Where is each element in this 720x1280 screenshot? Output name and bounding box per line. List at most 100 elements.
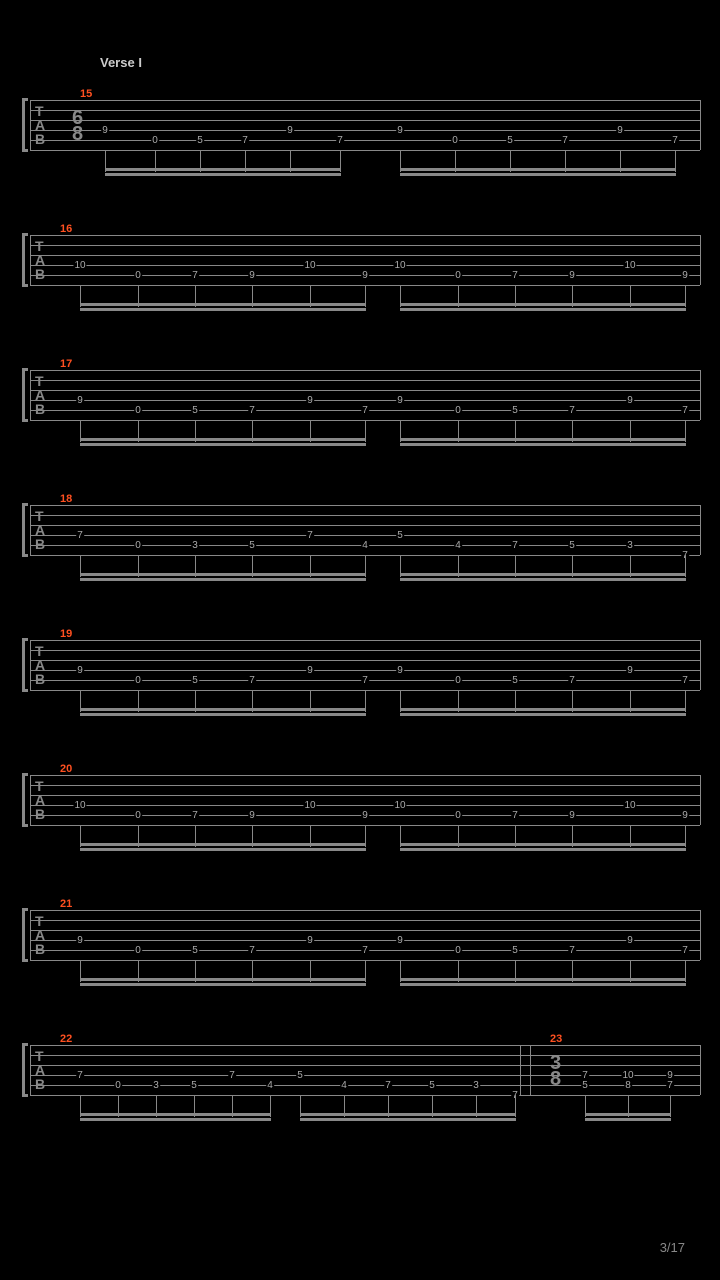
tab-clef-label: TAB [35,1049,44,1091]
fret-number: 0 [454,675,462,686]
beam [80,573,366,576]
beam [80,303,366,306]
fret-number: 10 [393,260,406,271]
fret-number: 9 [396,395,404,406]
fret-number: 7 [361,675,369,686]
beam [300,1113,516,1116]
tab-row: TAB161007910910079109 [30,235,700,295]
fret-number: 7 [248,675,256,686]
beam [400,168,676,171]
beam [400,578,686,581]
bar-line [30,235,31,285]
fret-number: 5 [248,540,256,551]
beam [400,843,686,846]
fret-number: 7 [191,810,199,821]
string-line [30,930,700,931]
fret-number: 10 [73,800,86,811]
beam [400,983,686,986]
beam [80,443,366,446]
measure-number: 16 [60,223,72,235]
bar-line [30,1045,31,1095]
fret-number: 7 [306,530,314,541]
string-line [30,805,700,806]
beam [400,438,686,441]
fret-number: 7 [561,135,569,146]
fret-number: 7 [568,945,576,956]
tab-clef-label: TAB [35,509,44,551]
fret-number: 7 [248,405,256,416]
tab-clef-label: TAB [35,779,44,821]
measure-number: 23 [550,1033,562,1045]
fret-number: 7 [336,135,344,146]
fret-number: 7 [666,1080,674,1091]
time-signature: 38 [550,1055,561,1087]
fret-number: 0 [151,135,159,146]
fret-number: 7 [511,540,519,551]
fret-number: 9 [286,125,294,136]
fret-number: 10 [623,260,636,271]
beam [400,173,676,176]
fret-number: 9 [306,935,314,946]
fret-number: 9 [626,665,634,676]
beam [105,173,341,176]
string-line [30,380,700,381]
fret-number: 7 [568,675,576,686]
fret-number: 7 [681,945,689,956]
beam [80,1113,271,1116]
tab-clef-label: TAB [35,239,44,281]
fret-number: 9 [306,665,314,676]
fret-number: 0 [451,135,459,146]
fret-number: 7 [384,1080,392,1091]
fret-number: 3 [626,540,634,551]
string-line [30,390,700,391]
fret-number: 0 [454,810,462,821]
bar-line [530,1045,531,1095]
beam [400,978,686,981]
beam [80,578,366,581]
tab-row: TAB1568905797905797 [30,100,700,160]
fret-number: 4 [361,540,369,551]
fret-number: 5 [568,540,576,551]
beam [400,848,686,851]
staff-bracket [22,503,28,557]
bar-line [700,775,701,825]
tab-row: TAB2270357454753723387510897 [30,1045,700,1105]
bar-line [30,505,31,555]
tab-clef-label: TAB [35,644,44,686]
bar-line [700,910,701,960]
beam [585,1118,671,1121]
fret-number: 5 [581,1080,589,1091]
measure-number: 20 [60,763,72,775]
fret-number: 5 [511,945,519,956]
string-line [30,245,700,246]
fret-number: 7 [228,1070,236,1081]
fret-number: 9 [396,665,404,676]
bar-line [700,505,701,555]
beam [400,443,686,446]
fret-number: 0 [134,405,142,416]
fret-number: 9 [626,395,634,406]
staff-bracket [22,638,28,692]
string-line [30,785,700,786]
string-line [30,920,700,921]
string-line [30,130,700,131]
stem-group [30,690,700,720]
fret-number: 9 [76,395,84,406]
string-line [30,140,700,141]
stem-group [30,285,700,315]
staff-bracket [22,368,28,422]
fret-number: 0 [134,270,142,281]
bar-line [30,100,31,150]
beam [300,1118,516,1121]
beam [585,1113,671,1116]
bar-line [700,100,701,150]
string-line [30,1045,700,1046]
fret-number: 0 [454,945,462,956]
fret-number: 4 [266,1080,274,1091]
page-number: 3/17 [660,1240,685,1255]
measure-number: 22 [60,1033,72,1045]
string-line [30,940,700,941]
fret-number: 3 [472,1080,480,1091]
fret-number: 5 [191,405,199,416]
string-line [30,370,700,371]
